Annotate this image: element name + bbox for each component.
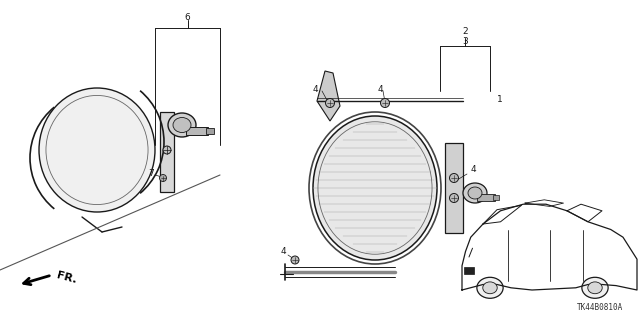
- Polygon shape: [317, 71, 340, 121]
- Ellipse shape: [468, 187, 482, 199]
- Bar: [445, 143, 463, 233]
- Circle shape: [449, 174, 458, 182]
- Ellipse shape: [313, 116, 437, 260]
- Text: 3: 3: [462, 36, 468, 46]
- Text: 4: 4: [280, 248, 286, 256]
- Bar: [186, 127, 208, 135]
- Ellipse shape: [483, 282, 497, 294]
- Ellipse shape: [39, 88, 155, 212]
- Text: FR.: FR.: [55, 271, 77, 286]
- Circle shape: [159, 174, 166, 182]
- Bar: [160, 112, 174, 192]
- Bar: [463, 267, 474, 274]
- Circle shape: [449, 194, 458, 203]
- Text: 5: 5: [181, 115, 187, 124]
- Ellipse shape: [463, 183, 487, 203]
- Ellipse shape: [588, 282, 602, 294]
- Text: 1: 1: [497, 94, 503, 103]
- Ellipse shape: [582, 277, 608, 298]
- Text: 4: 4: [470, 166, 476, 174]
- Text: 7: 7: [148, 168, 154, 177]
- Circle shape: [163, 146, 171, 154]
- Bar: [493, 195, 499, 200]
- Circle shape: [326, 99, 335, 108]
- Ellipse shape: [173, 117, 191, 132]
- Text: 4: 4: [377, 85, 383, 93]
- Text: TK44B0810A: TK44B0810A: [577, 303, 623, 313]
- Text: 6: 6: [184, 13, 190, 23]
- Text: 4: 4: [312, 85, 318, 93]
- Ellipse shape: [477, 277, 503, 298]
- Text: 2: 2: [462, 27, 468, 36]
- Ellipse shape: [168, 113, 196, 137]
- Circle shape: [381, 99, 390, 108]
- Bar: [477, 194, 495, 201]
- Bar: [206, 128, 214, 134]
- Circle shape: [291, 256, 299, 264]
